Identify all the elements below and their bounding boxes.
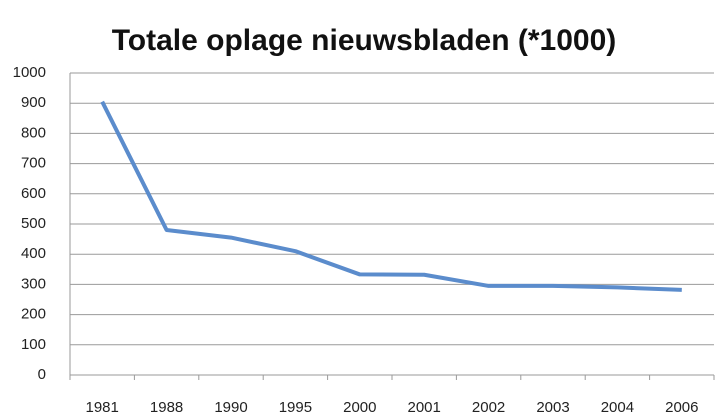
x-tick-label: 2001	[408, 399, 441, 416]
x-tick-label: 2006	[665, 399, 698, 416]
x-tick-label: 1990	[214, 399, 247, 416]
x-tick-label: 2002	[472, 399, 505, 416]
y-tick-label: 100	[21, 336, 46, 353]
y-tick-label: 600	[21, 185, 46, 202]
x-tick-label: 1981	[86, 399, 119, 416]
x-tick-label: 1995	[279, 399, 312, 416]
y-tick-label: 300	[21, 275, 46, 292]
y-tick-label: 0	[38, 366, 46, 383]
y-tick-label: 200	[21, 306, 46, 323]
x-tick-label: 1988	[150, 399, 183, 416]
data-line	[100, 100, 682, 292]
chart-title: Totale oplage nieuwsbladen (*1000)	[112, 24, 617, 57]
y-tick-label: 800	[21, 124, 46, 141]
x-tick-label: 2003	[536, 399, 569, 416]
y-tick-label: 500	[21, 215, 46, 232]
y-tick-label: 900	[21, 94, 46, 111]
x-tick-label: 2000	[343, 399, 376, 416]
y-tick-label: 700	[21, 155, 46, 172]
y-tick-label: 1000	[13, 64, 46, 81]
x-tick-label: 2004	[601, 399, 634, 416]
y-tick-label: 400	[21, 245, 46, 262]
